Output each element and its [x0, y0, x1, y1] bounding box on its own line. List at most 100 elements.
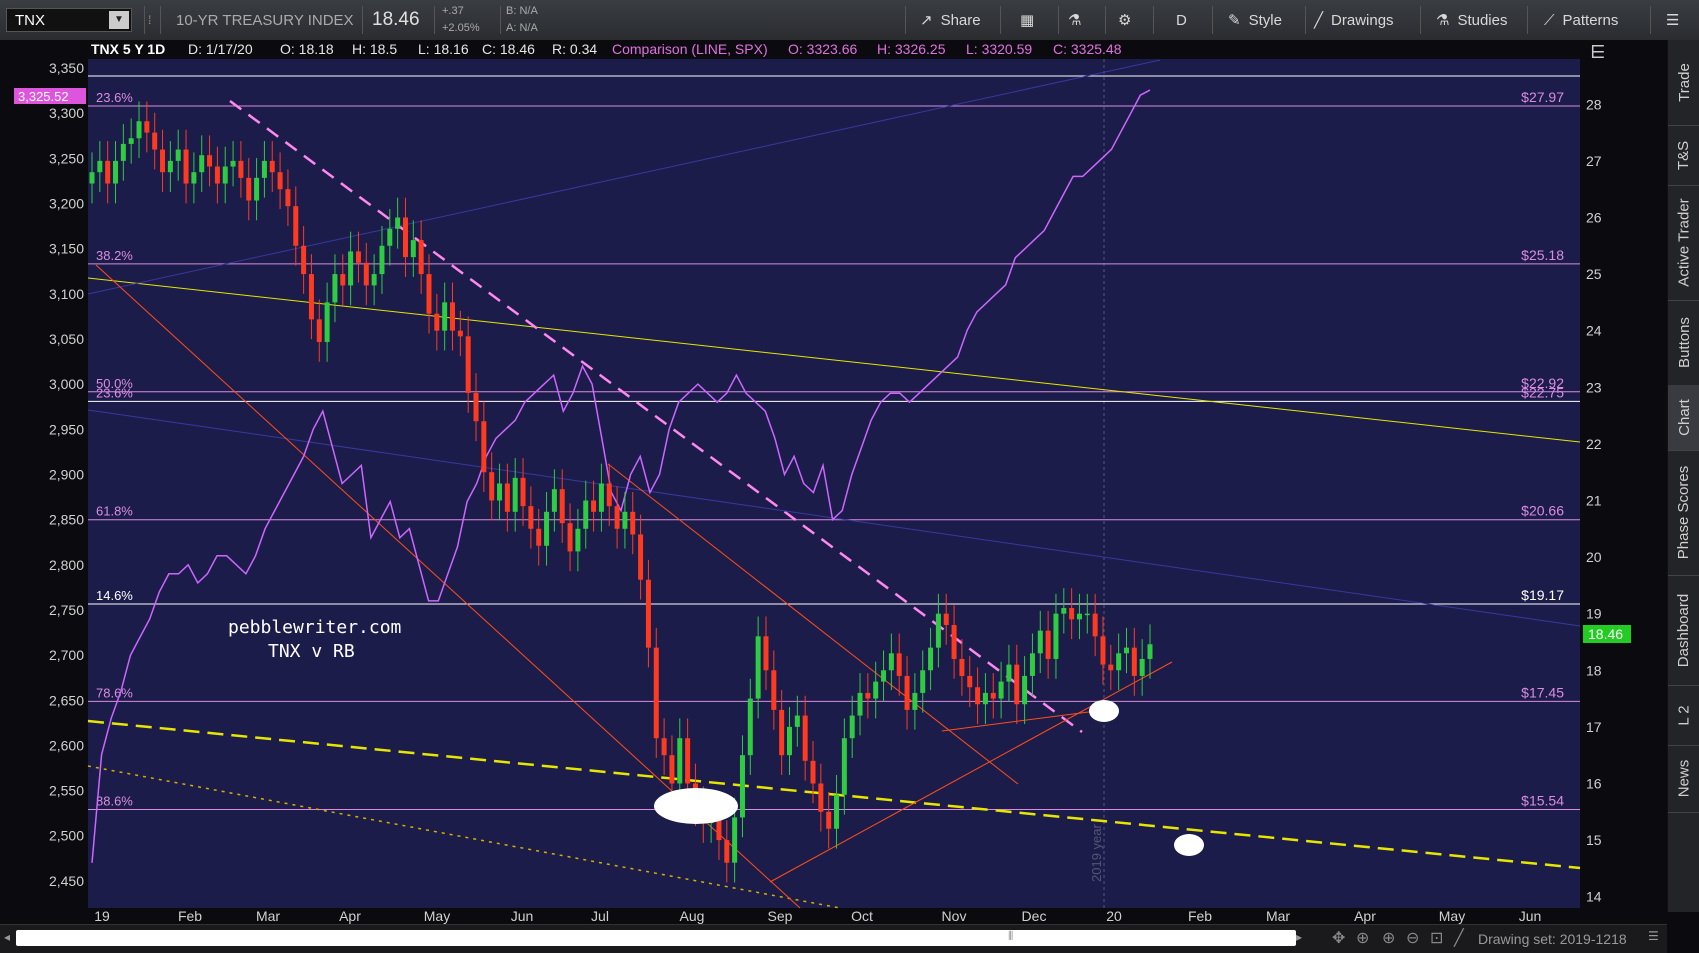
toolbar-divider: [144, 6, 145, 34]
right-axis-tick: 16: [1586, 775, 1602, 791]
candle-body: [888, 653, 894, 671]
sidebar-tab-l-2[interactable]: L 2: [1668, 685, 1699, 746]
left-axis-tick: 2,550: [49, 783, 84, 799]
candle: [849, 695, 855, 759]
candle: [402, 197, 408, 277]
share-button[interactable]: ↗ Share: [920, 0, 981, 40]
fib-price-label: $22.92: [1521, 375, 1564, 391]
sidebar-tab-active-trader[interactable]: Active Trader: [1668, 185, 1699, 301]
draw-tool-icon[interactable]: ╱: [1454, 930, 1464, 947]
fib-price-label: $22.75: [1521, 384, 1564, 400]
flexible-grid-button[interactable]: ▦: [1020, 0, 1034, 40]
candle: [120, 124, 126, 181]
left-axis-tick: 2,900: [49, 466, 84, 482]
candle: [1092, 593, 1098, 657]
left-axis-tick: 3,150: [49, 241, 84, 257]
candle-body: [1029, 653, 1035, 676]
settings-button[interactable]: ⚙: [1118, 0, 1131, 40]
scroll-left-icon[interactable]: ◂: [4, 930, 11, 944]
sidebar-tab-phase-scores[interactable]: Phase Scores: [1668, 450, 1699, 576]
candle: [348, 231, 354, 306]
header-date: D: 1/17/20: [188, 41, 253, 57]
pan-icon[interactable]: ✥: [1332, 930, 1346, 947]
watermark-subtitle: TNX v RB: [268, 641, 355, 662]
candle-body: [324, 302, 330, 342]
candle: [606, 463, 612, 526]
sidebar-tab-t-s[interactable]: T&S: [1668, 125, 1699, 186]
candle-body: [975, 687, 981, 705]
left-axis-tick: 2,450: [49, 873, 84, 889]
fib-pct-label: 23.6%: [96, 385, 133, 400]
style-button[interactable]: ✎ Style: [1228, 0, 1282, 40]
candle: [896, 633, 902, 696]
candle-body: [575, 528, 581, 552]
candle-body: [1069, 608, 1075, 620]
period-button[interactable]: D: [1176, 11, 1187, 29]
candle-body: [426, 274, 432, 314]
drawings-button[interactable]: ╱ Drawings: [1314, 0, 1394, 40]
right-axis-tick: 14: [1586, 889, 1602, 905]
zoom-in-icon[interactable]: ⊕: [1382, 930, 1396, 947]
chevron-down-icon[interactable]: ▼: [109, 11, 129, 29]
candle: [363, 242, 369, 306]
candle-body: [638, 534, 644, 580]
candle-body: [371, 274, 377, 286]
candle-body: [340, 274, 346, 286]
sidebar-tab-news[interactable]: News: [1668, 745, 1699, 813]
candle: [97, 141, 103, 193]
candle-body: [669, 755, 675, 784]
candle: [1022, 656, 1028, 725]
header-cmp-close: C: 3325.48: [1053, 41, 1122, 57]
candle-body: [1022, 675, 1028, 705]
header-background: [88, 40, 1128, 59]
scrollbar-thumb[interactable]: [16, 930, 1296, 946]
toolbar-divider: [1420, 6, 1421, 34]
reset-zoom-icon[interactable]: ⊡: [1430, 930, 1444, 947]
crosshair-icon[interactable]: ⊕: [1356, 930, 1370, 947]
toolbar-divider: [1305, 6, 1306, 34]
menu-button[interactable]: ☰: [1666, 0, 1679, 40]
candle-body: [175, 149, 181, 161]
candle-body: [544, 511, 550, 546]
toolbar-divider: [362, 6, 363, 34]
candle-body: [434, 313, 440, 331]
patterns-button[interactable]: ⟋ Patterns: [1544, 0, 1618, 40]
sidebar-tab-chart[interactable]: Chart: [1668, 385, 1699, 451]
beaker-button[interactable]: ⚗: [1068, 0, 1081, 40]
drawing-set-menu-icon[interactable]: ☰: [1648, 929, 1659, 943]
candle-body: [473, 392, 479, 422]
price-chart[interactable]: 23.6% $27.97 38.2% $25.18 50.0% $22.92 23.6% $2…: [0, 40, 1667, 924]
candle: [1076, 593, 1082, 640]
candle: [254, 158, 260, 221]
candle: [465, 316, 471, 413]
candle-body: [238, 160, 244, 178]
candle: [207, 135, 213, 187]
sidebar-tab-dashboard[interactable]: Dashboard: [1668, 575, 1699, 686]
symbol-input[interactable]: TNX ▼: [6, 8, 132, 32]
studies-label: Studies: [1457, 11, 1508, 29]
candle-body: [959, 658, 965, 676]
candle: [1053, 593, 1059, 679]
candle-body: [685, 738, 691, 784]
candle: [943, 593, 949, 645]
candle-body: [912, 692, 918, 710]
left-axis-tick: 3,350: [49, 60, 84, 76]
drawing-set-label[interactable]: Drawing set: 2019-1218: [1478, 931, 1627, 947]
candle-body: [661, 738, 667, 756]
link-icon[interactable]: ⁞: [148, 13, 152, 27]
left-axis-tick: 3,200: [49, 196, 84, 212]
chart-settings-icon[interactable]: ⋿: [1590, 42, 1606, 62]
candle: [544, 491, 550, 566]
bottom-scrollbar[interactable]: ◂ ⦀ ▸ ✥ ⊕ ⊕ ⊖ ⊡ ╱ Drawing set: 2019-1218…: [0, 924, 1667, 953]
sidebar-tab-trade[interactable]: Trade: [1668, 40, 1699, 126]
left-axis-tick: 2,950: [49, 421, 84, 437]
candle: [928, 627, 934, 691]
candle-body: [810, 760, 816, 784]
candle-body: [497, 483, 503, 501]
sidebar-tab-buttons[interactable]: Buttons: [1668, 300, 1699, 386]
x-axis-tick: Feb: [178, 908, 202, 924]
zoom-out-icon[interactable]: ⊖: [1406, 930, 1420, 947]
candle: [410, 220, 416, 277]
scroll-right-icon[interactable]: ▸: [1296, 930, 1303, 944]
studies-button[interactable]: ⚗ Studies: [1436, 0, 1508, 40]
